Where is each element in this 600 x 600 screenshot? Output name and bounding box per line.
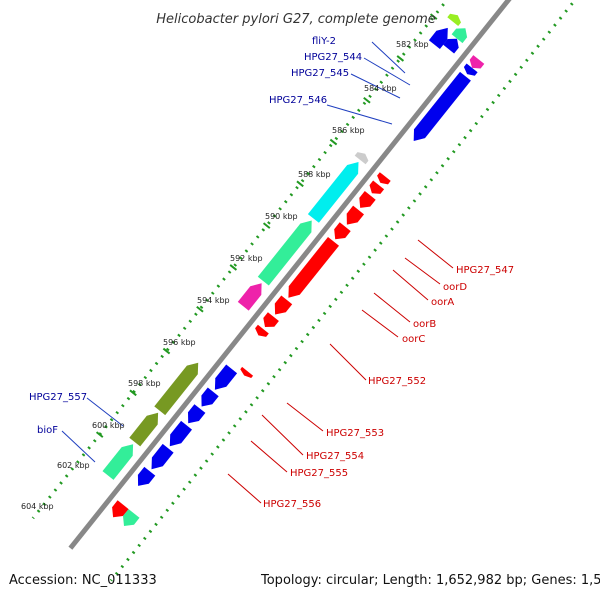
gene-label[interactable]: oorA <box>431 297 454 308</box>
gene-label[interactable]: HPG27_553 <box>326 428 384 439</box>
gene-feature-arrow <box>102 444 134 480</box>
gene-label[interactable]: HPG27_555 <box>290 468 348 479</box>
tick-mark <box>262 222 271 229</box>
gene-feature-arrow <box>359 191 376 208</box>
tick-label: 582 kbp <box>396 40 429 49</box>
tick-label: 592 kbp <box>230 254 263 263</box>
label-leader-line <box>373 292 411 323</box>
gene-features <box>102 13 485 526</box>
gene-label[interactable]: HPG27_545 <box>291 68 349 79</box>
gene-feature-arrow <box>151 443 174 470</box>
topology-text: Topology: circular; Length: 1,652,982 bp… <box>261 573 600 588</box>
gene-label[interactable]: HPG27_557 <box>29 392 87 403</box>
tick-label: 600 kbp <box>92 421 125 430</box>
tick-mark <box>196 305 204 313</box>
tick-label: 596 kbp <box>163 338 196 347</box>
gene-label[interactable]: oorD <box>443 282 467 293</box>
gene-feature-arrow <box>334 222 351 240</box>
gene-label[interactable]: oorC <box>402 334 425 345</box>
gene-feature-arrow <box>240 366 254 378</box>
gene-feature-arrow <box>274 295 293 315</box>
backbone-line <box>68 0 512 550</box>
gene-label[interactable]: bioF <box>37 425 58 436</box>
gene-feature-arrow <box>451 28 468 44</box>
label-leader-line <box>286 402 324 432</box>
tick-label: 598 kbp <box>128 379 161 388</box>
gene-feature-arrow <box>263 312 279 327</box>
gene-feature-arrow <box>346 205 364 225</box>
gene-feature-arrow <box>188 404 206 424</box>
tick-mark <box>396 55 405 62</box>
tick-label: 594 kbp <box>197 296 230 305</box>
gene-feature-arrow <box>169 420 192 447</box>
label-leader-line <box>392 269 429 301</box>
gene-feature-arrow <box>129 412 159 447</box>
tick-mark <box>296 180 304 188</box>
gene-feature-arrow <box>123 509 140 526</box>
label-leader-line <box>363 57 411 86</box>
tick-label: 588 kbp <box>298 170 331 179</box>
gene-label[interactable]: oorB <box>413 319 436 330</box>
tick-mark <box>95 431 104 438</box>
label-leader-line <box>371 41 406 74</box>
gene-label[interactable]: HPG27_556 <box>263 499 321 510</box>
label-leader-line <box>350 73 401 99</box>
tick-mark <box>363 96 371 104</box>
gene-feature-arrow <box>443 38 459 54</box>
gene-label[interactable]: HPG27_546 <box>269 95 327 106</box>
tick-label: 604 kbp <box>21 502 54 511</box>
gene-feature-arrow <box>469 55 485 69</box>
gene-feature-arrow <box>413 71 471 141</box>
label-leader-line <box>417 239 454 269</box>
label-leader-line <box>86 397 124 427</box>
label-leader-line <box>250 440 288 473</box>
gene-feature-arrow <box>154 362 199 416</box>
gene-feature-arrow <box>307 162 359 223</box>
gene-label[interactable]: HPG27_552 <box>368 376 426 387</box>
tick-label: 586 kbp <box>332 126 365 135</box>
tick-label: 584 kbp <box>364 84 397 93</box>
gene-feature-arrow <box>214 364 238 390</box>
map-title: Helicobacter pylori G27, complete genome <box>156 12 435 27</box>
gene-label[interactable]: HPG27_554 <box>306 451 364 462</box>
gene-label[interactable]: HPG27_547 <box>456 265 514 276</box>
gene-feature-arrow <box>463 63 478 76</box>
gene-feature-arrow <box>201 387 219 407</box>
gene-feature-arrow <box>288 237 339 298</box>
tick-mark <box>429 13 438 20</box>
tick-mark <box>129 389 137 397</box>
gene-feature-arrow <box>377 172 391 185</box>
tick-mark <box>229 264 238 271</box>
label-leader-line <box>227 473 262 504</box>
accession-text: Accession: NC_011333 <box>9 573 157 588</box>
gene-label[interactable]: fliY-2 <box>312 36 336 47</box>
gene-feature-arrow <box>428 27 448 49</box>
gene-feature-arrow <box>257 220 312 286</box>
gene-feature-arrow <box>112 500 129 518</box>
tick-mark <box>162 347 171 355</box>
tick-label: 590 kbp <box>265 212 298 221</box>
label-leader-line <box>329 343 367 381</box>
tick-label: 602 kbp <box>57 461 90 470</box>
label-leader-line <box>326 104 393 125</box>
label-leader-line <box>361 309 399 338</box>
gene-feature-arrow <box>255 324 269 337</box>
label-leader-line <box>404 257 441 285</box>
label-leaders <box>61 41 454 504</box>
backbone <box>68 0 512 550</box>
gene-feature-arrow <box>369 180 385 194</box>
label-leader-line <box>61 430 96 463</box>
ticks <box>95 13 438 438</box>
gene-feature-arrow <box>137 466 156 486</box>
tick-mark <box>329 138 338 146</box>
gene-feature-arrow <box>237 283 262 311</box>
gene-feature-arrow <box>354 152 369 165</box>
gene-feature-arrow <box>447 13 461 26</box>
dot-ring <box>109 0 577 582</box>
gene-label[interactable]: HPG27_544 <box>304 52 362 63</box>
label-leader-line <box>261 414 304 456</box>
dot-rings <box>31 0 577 582</box>
